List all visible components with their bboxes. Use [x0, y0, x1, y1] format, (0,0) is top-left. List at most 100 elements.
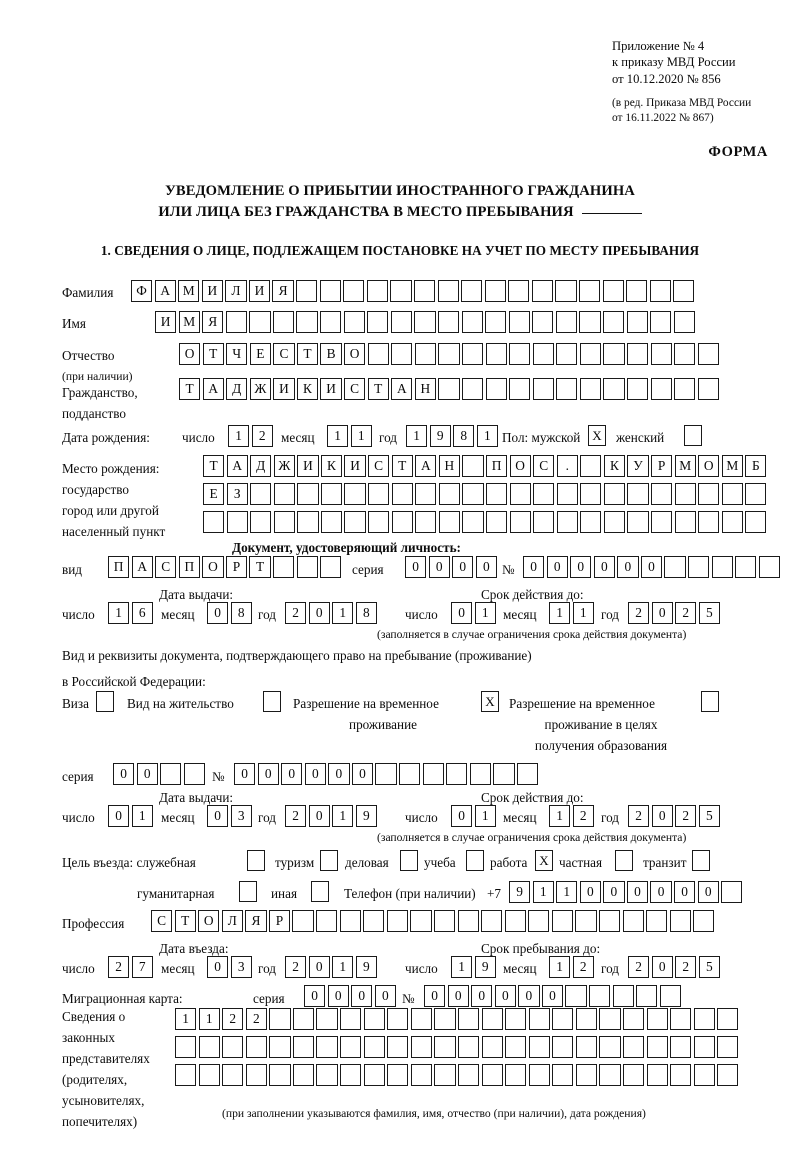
phone-cell-3[interactable]: 1 — [556, 881, 578, 903]
entry-month-cell-1[interactable]: 0 — [207, 956, 229, 978]
legal-rep-row-2-cell-22[interactable] — [670, 1036, 692, 1058]
doc-number-cell-1[interactable]: 0 — [523, 556, 545, 578]
doc-number-cell-5[interactable]: 0 — [617, 556, 639, 578]
doc-series-cell-2[interactable]: 0 — [428, 556, 450, 578]
phone-cell-6[interactable]: 0 — [626, 881, 649, 903]
legal-rep-row-3-cell-15[interactable] — [505, 1064, 527, 1086]
birthplace-row-2-cell-20[interactable] — [650, 483, 673, 505]
profession-cell-24[interactable] — [693, 910, 715, 932]
legal-rep-row-2-cell-16[interactable] — [528, 1036, 550, 1058]
birthplace-row-3-cell-1[interactable] — [203, 511, 225, 533]
birthplace-row-2-cell-22[interactable] — [698, 483, 720, 505]
patronymic-cell-13[interactable] — [461, 343, 484, 365]
legal-rep-row-3-cell-24[interactable] — [717, 1064, 739, 1086]
legal-rep-row-2-cell-8[interactable] — [340, 1036, 362, 1058]
doc-number-cell-10[interactable] — [735, 556, 757, 578]
doc-series-cell-3[interactable]: 0 — [452, 556, 474, 578]
legal-rep-row-3-cell-20[interactable] — [622, 1064, 645, 1086]
doc-kind-cell-5[interactable]: О — [202, 556, 224, 578]
birthplace-row-1-cell-10[interactable]: А — [415, 455, 437, 477]
birthplace-row-1-cell-19[interactable]: У — [627, 455, 649, 477]
name-cell-23[interactable] — [673, 311, 695, 333]
legal-rep-row-1-cell-17[interactable] — [552, 1008, 574, 1030]
entry-year-cell-2[interactable]: 0 — [308, 956, 330, 978]
birthplace-row-1-cell-5[interactable]: И — [297, 455, 319, 477]
citizenship-cell-3[interactable]: Д — [226, 378, 248, 400]
profession-cell-3[interactable]: О — [198, 910, 220, 932]
birthplace-row-3-cell-19[interactable] — [627, 511, 649, 533]
permit-number-cell-6[interactable]: 0 — [351, 763, 374, 785]
name-cell-15[interactable] — [485, 311, 507, 333]
phone-cell-9[interactable]: 0 — [697, 881, 719, 903]
citizenship-cell-18[interactable] — [579, 378, 602, 400]
doc-number-cell-9[interactable] — [711, 556, 733, 578]
doc-kind-cell-2[interactable]: А — [131, 556, 153, 578]
profession-cell-4[interactable]: Л — [221, 910, 243, 932]
profession-cell-7[interactable] — [292, 910, 314, 932]
legal-rep-row-1-cell-14[interactable] — [481, 1008, 503, 1030]
legal-rep-row-2-cell-3[interactable] — [222, 1036, 244, 1058]
citizenship-cell-2[interactable]: А — [202, 378, 224, 400]
doc-valid-year-cell-4[interactable]: 5 — [698, 602, 720, 624]
surname-cell-14[interactable] — [437, 280, 459, 302]
legal-rep-row-1-cell-9[interactable] — [363, 1008, 385, 1030]
birthplace-row-2-cell-5[interactable] — [297, 483, 319, 505]
legal-rep-row-1-cell-6[interactable] — [292, 1008, 315, 1030]
patronymic-cell-4[interactable]: Е — [249, 343, 271, 365]
patronymic-cell-20[interactable] — [626, 343, 649, 365]
profession-cell-6[interactable]: Р — [268, 910, 291, 932]
surname-cell-23[interactable] — [649, 280, 671, 302]
birthplace-row-1-cell-1[interactable]: Т — [203, 455, 225, 477]
birthplace-row-2-cell-3[interactable] — [250, 483, 272, 505]
doc-valid-year-cell-3[interactable]: 2 — [675, 602, 697, 624]
citizenship-cell-6[interactable]: К — [296, 378, 319, 400]
profession-cell-16[interactable] — [504, 910, 526, 932]
legal-rep-row-1-cell-5[interactable] — [269, 1008, 291, 1030]
profession-cell-13[interactable] — [433, 910, 456, 932]
doc-number-cell-3[interactable]: 0 — [570, 556, 592, 578]
birthplace-row-3-cell-13[interactable] — [485, 511, 508, 533]
name-cell-4[interactable] — [225, 311, 247, 333]
legal-rep-row-1-cell-18[interactable] — [575, 1008, 598, 1030]
checkbox-sex-male[interactable]: X — [588, 425, 606, 446]
stay-year-cell-1[interactable]: 2 — [628, 956, 650, 978]
patronymic-cell-1[interactable]: О — [179, 343, 201, 365]
checkbox-purpose-study[interactable] — [466, 850, 484, 871]
entry-year-cell-4[interactable]: 9 — [355, 956, 377, 978]
permit-valid-month-cell-2[interactable]: 2 — [572, 805, 594, 827]
legal-rep-row-3-cell-2[interactable] — [198, 1064, 220, 1086]
birth-day-cell-1[interactable]: 1 — [228, 425, 250, 447]
doc-kind-cell-8[interactable] — [273, 556, 295, 578]
birth-year-cell-2[interactable]: 9 — [429, 425, 451, 447]
checkbox-purpose-private[interactable] — [615, 850, 633, 871]
birthplace-row-3-cell-16[interactable] — [556, 511, 578, 533]
birthplace-row-1-cell-4[interactable]: Ж — [273, 455, 295, 477]
profession-cell-2[interactable]: Т — [174, 910, 196, 932]
name-cell-11[interactable] — [390, 311, 412, 333]
doc-number-cell-2[interactable]: 0 — [546, 556, 568, 578]
patronymic-cell-11[interactable] — [414, 343, 436, 365]
surname-cell-5[interactable]: Л — [225, 280, 247, 302]
phone-cell-4[interactable]: 0 — [579, 881, 601, 903]
birthplace-row-1-cell-3[interactable]: Д — [250, 455, 272, 477]
doc-valid-day-cell-2[interactable]: 1 — [474, 602, 496, 624]
permit-number-cell-1[interactable]: 0 — [234, 763, 256, 785]
birth-year-cell-3[interactable]: 8 — [453, 425, 475, 447]
migration-number-cell-9[interactable] — [612, 985, 634, 1007]
entry-day-cell-1[interactable]: 2 — [108, 956, 130, 978]
birthplace-row-3-cell-24[interactable] — [745, 511, 767, 533]
legal-rep-row-3-cell-19[interactable] — [599, 1064, 621, 1086]
birthplace-row-2-cell-8[interactable] — [368, 483, 390, 505]
name-cell-21[interactable] — [626, 311, 648, 333]
birthplace-row-2-cell-23[interactable] — [721, 483, 743, 505]
doc-issue-year-cell-3[interactable]: 1 — [332, 602, 354, 624]
checkbox-temp-residence[interactable]: X — [481, 691, 499, 712]
patronymic-cell-2[interactable]: Т — [202, 343, 224, 365]
permit-issue-month-cell-2[interactable]: 3 — [230, 805, 252, 827]
birthplace-row-1-cell-20[interactable]: Р — [650, 455, 673, 477]
